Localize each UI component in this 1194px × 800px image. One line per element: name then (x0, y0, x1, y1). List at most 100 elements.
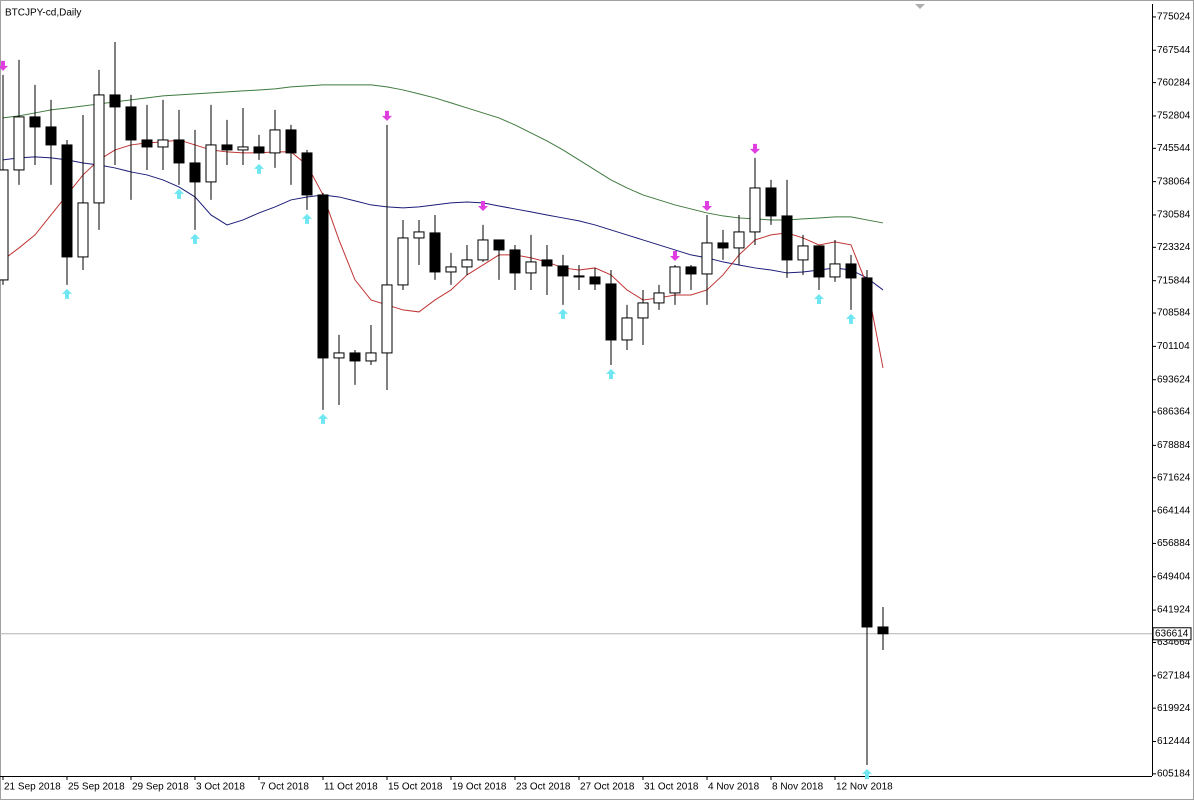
y-tick-label: 641924 (1157, 605, 1191, 616)
x-tick-label: 4 Nov 2018 (708, 782, 760, 793)
fractal-up (862, 768, 872, 779)
current-price-label: 636614 (1155, 628, 1189, 639)
fractal-down (478, 200, 488, 211)
candle-body (45, 126, 57, 146)
x-tick-label: 15 Oct 2018 (388, 782, 443, 793)
candle-body (461, 259, 473, 268)
candle-body (877, 626, 889, 635)
candle-body (13, 116, 25, 171)
fractal-up (318, 413, 328, 424)
candle-body (781, 215, 793, 261)
candle-body (173, 139, 185, 164)
x-tick-label: 3 Oct 2018 (196, 782, 245, 793)
y-tick-label: 619924 (1157, 703, 1191, 714)
y-tick-label: 693624 (1157, 374, 1191, 385)
candle-body (637, 302, 649, 319)
y-tick-label: 627184 (1157, 670, 1191, 681)
candle-body (797, 245, 809, 261)
y-tick-label: 649404 (1157, 571, 1191, 582)
candle-body (493, 239, 505, 251)
candle-body (621, 317, 633, 341)
candle-body (845, 263, 857, 279)
y-tick-label: 612444 (1157, 736, 1191, 747)
y-tick-label: 678884 (1157, 440, 1191, 451)
candle-body (413, 231, 425, 239)
candle-body (0, 169, 9, 281)
x-tick-label: 19 Oct 2018 (452, 782, 507, 793)
fractal-down (670, 250, 680, 261)
y-tick-label: 664144 (1157, 506, 1191, 517)
candle-body (157, 139, 169, 148)
candle-body (861, 277, 873, 628)
candle-body (285, 129, 297, 154)
indicator-line (2, 84, 884, 224)
x-tick-label: 29 Sep 2018 (132, 782, 189, 793)
indicator-line (2, 156, 884, 291)
candle-body (221, 144, 233, 151)
fractal-up (254, 163, 264, 174)
fractal-down (702, 200, 712, 211)
candle-body (509, 249, 521, 274)
y-tick-label: 752804 (1157, 111, 1191, 122)
candle-body (253, 146, 265, 154)
candle-body (77, 202, 89, 258)
candle-body (301, 152, 313, 196)
fractal-down (750, 143, 760, 154)
y-tick-label: 656884 (1157, 538, 1191, 549)
candle-body (685, 266, 697, 275)
candle-body (205, 144, 217, 183)
candle-body (317, 194, 329, 359)
x-tick-label: 21 Sep 2018 (4, 782, 61, 793)
candle-body (349, 352, 361, 362)
x-tick-label: 8 Nov 2018 (772, 782, 824, 793)
y-tick-label: 605184 (1157, 768, 1191, 779)
fractal-down (0, 60, 8, 71)
y-tick-label: 775024 (1157, 12, 1191, 23)
x-tick-label: 7 Oct 2018 (260, 782, 309, 793)
candle-body (141, 139, 153, 148)
candle-body (733, 231, 745, 249)
candle-body (381, 284, 393, 354)
candle-body (93, 94, 105, 204)
candle-body (653, 292, 665, 304)
candle-body (717, 242, 729, 249)
candle-body (525, 261, 537, 274)
candle-body (813, 245, 825, 278)
y-tick-label: 730584 (1157, 210, 1191, 221)
fractal-up (558, 308, 568, 319)
candle-body (429, 232, 441, 273)
x-tick-label: 23 Oct 2018 (516, 782, 571, 793)
y-tick-label: 701104 (1157, 341, 1190, 352)
candle-body (749, 187, 761, 233)
candle-body (109, 94, 121, 108)
fractal-up (846, 313, 856, 324)
candle-body (541, 259, 553, 267)
y-tick-label: 767544 (1157, 45, 1191, 56)
y-tick-label: 745544 (1157, 143, 1191, 154)
candle-body (557, 265, 569, 277)
fractal-up (174, 188, 184, 199)
candle-body (397, 237, 409, 286)
y-tick-label: 686364 (1157, 407, 1191, 418)
y-tick-label: 708584 (1157, 308, 1191, 319)
candle-body (605, 283, 617, 341)
candle-body (237, 146, 249, 151)
chart-title: BTCJPY-cd,Daily (5, 8, 81, 19)
current-price-box (1152, 627, 1192, 641)
candle-body (701, 242, 713, 275)
candle-body (333, 352, 345, 359)
y-tick-label: 634664 (1157, 637, 1191, 648)
y-tick-label: 760284 (1157, 77, 1191, 88)
fractal-up (62, 288, 72, 299)
candle-body (365, 352, 377, 362)
candle-body (445, 266, 457, 273)
y-tick-label: 671624 (1157, 472, 1191, 483)
y-tick-label: 723324 (1157, 242, 1191, 253)
candle-body (61, 144, 73, 258)
candle-body (125, 106, 137, 141)
fractal-up (606, 368, 616, 379)
candle-body (589, 276, 601, 285)
candle-body (189, 162, 201, 183)
